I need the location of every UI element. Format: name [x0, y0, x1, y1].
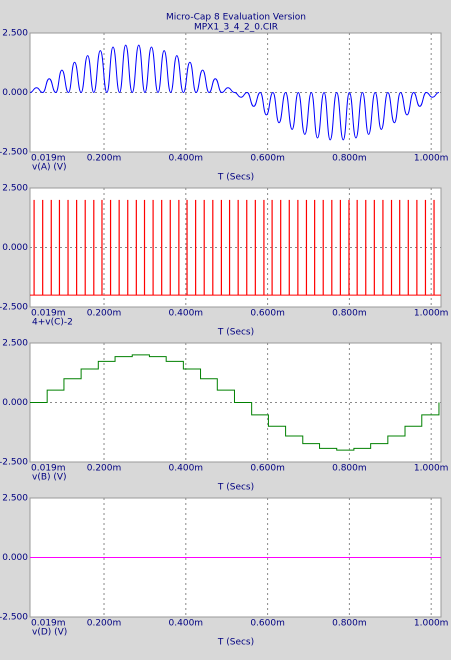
x-tick-label: 1.000m [414, 309, 449, 319]
x-tick-label: 0.800m [332, 619, 367, 629]
x-axis-label: T (Secs) [217, 483, 254, 493]
x-tick-label: 0.600m [250, 309, 285, 319]
x-tick-label: 0.400m [169, 464, 204, 474]
y-tick-label: -2.500 [0, 613, 28, 623]
x-tick-label: 0.019m [31, 619, 66, 629]
y-tick-label: 0.000 [2, 398, 28, 408]
x-tick-label: 0.600m [250, 154, 285, 164]
x-tick-label: 0.019m [31, 154, 66, 164]
y-axis-label: v(B) (V) [32, 473, 67, 483]
x-tick-label: 0.400m [169, 154, 204, 164]
y-tick-label: 0.000 [2, 243, 28, 253]
y-axis-label: 4+v(C)-2 [32, 318, 73, 328]
y-tick-label: 0.000 [2, 553, 28, 563]
x-tick-label: 0.200m [87, 154, 122, 164]
x-tick-label: 0.019m [31, 464, 66, 474]
chart-title: Micro-Cap 8 Evaluation Version [166, 13, 306, 23]
x-tick-label: 0.400m [169, 309, 204, 319]
y-tick-label: -2.500 [0, 148, 28, 158]
x-tick-label: 0.200m [87, 619, 122, 629]
y-axis-label: v(D) (V) [32, 628, 67, 638]
x-axis-label: T (Secs) [217, 173, 254, 183]
chart-subtitle: MPX1_3_4_2_0.CIR [194, 23, 278, 33]
y-tick-label: -2.500 [0, 303, 28, 313]
y-tick-label: -2.500 [0, 458, 28, 468]
x-tick-label: 0.200m [87, 309, 122, 319]
waveform [30, 354, 440, 451]
x-axis-label: T (Secs) [217, 638, 254, 648]
x-tick-label: 0.800m [332, 464, 367, 474]
x-tick-label: 0.019m [31, 309, 66, 319]
y-tick-label: 2.500 [2, 184, 28, 194]
x-axis-label: T (Secs) [217, 328, 254, 338]
x-tick-label: 1.000m [414, 464, 449, 474]
y-tick-label: 2.500 [2, 339, 28, 349]
x-tick-label: 1.000m [414, 154, 449, 164]
x-tick-label: 0.400m [169, 619, 204, 629]
waveform [29, 44, 440, 141]
x-tick-label: 0.800m [332, 154, 367, 164]
y-tick-label: 0.000 [2, 88, 28, 98]
x-tick-label: 0.600m [250, 464, 285, 474]
y-axis-label: v(A) (V) [32, 163, 67, 173]
y-tick-label: 2.500 [2, 494, 28, 504]
y-tick-label: 2.500 [2, 29, 28, 39]
x-tick-label: 0.200m [87, 464, 122, 474]
x-tick-label: 0.800m [332, 309, 367, 319]
x-tick-label: 0.600m [250, 619, 285, 629]
x-tick-label: 1.000m [414, 619, 449, 629]
